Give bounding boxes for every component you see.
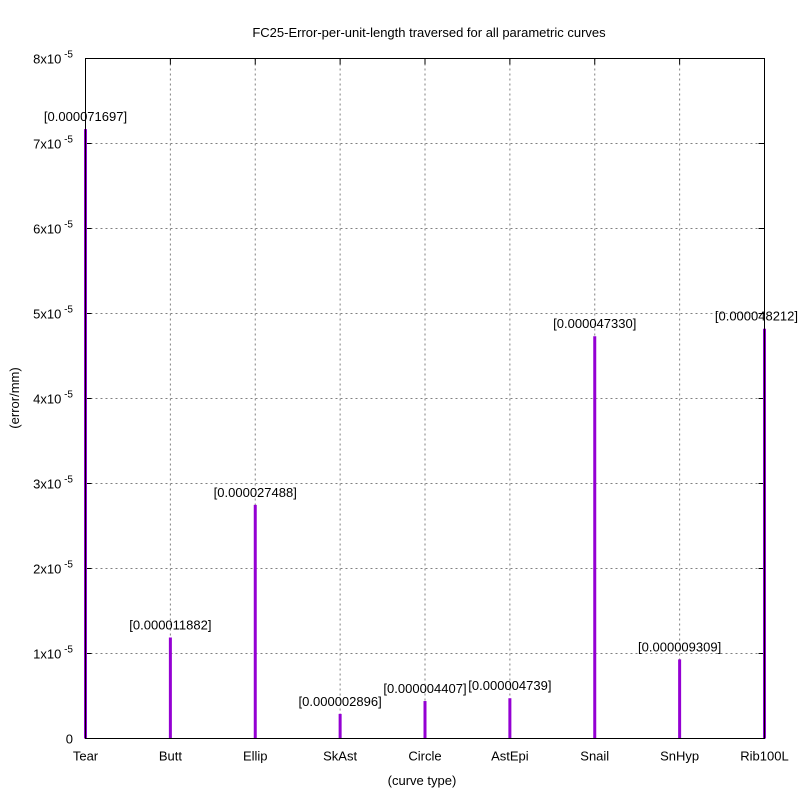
data-label: [0.000048212] [715, 309, 798, 324]
x-tick-label: SnHyp [660, 749, 699, 764]
x-tick-label: Rib100L [740, 749, 788, 764]
y-tick-label: 8x10 -5 [33, 50, 73, 67]
y-tick-label: 3x10 -5 [33, 475, 73, 492]
data-label: [0.000004407] [383, 681, 466, 696]
data-label: [0.000004739] [468, 678, 551, 693]
y-tick-label: 7x10 -5 [33, 135, 73, 152]
x-axis-label: (curve type) [388, 773, 457, 788]
y-tick-label: 5x10 -5 [33, 305, 73, 322]
y-axis: 0 1x10 -5 2x10 -5 3x10 -5 4x10 -5 5x10 -5 6x10… [33, 50, 765, 747]
data-label: [0.000011882] [129, 618, 211, 633]
x-axis: Tear Butt Ellip SkAst Circle AstEpi Snail SnHyp… [73, 58, 789, 764]
x-tick-label: AstEpi [491, 749, 529, 764]
plot-frame [85, 58, 765, 739]
y-tick-label: 6x10 -5 [33, 220, 73, 237]
x-tick-label: Ellip [243, 749, 268, 764]
x-tick-label: Circle [408, 749, 441, 764]
grid [85, 58, 765, 739]
data-labels: [0.000071697][0.000011882][0.000027488][… [44, 109, 798, 709]
y-axis-label: (error/mm) [7, 367, 22, 428]
x-tick-label: Snail [580, 749, 609, 764]
y-tick-label: 4x10 -5 [33, 390, 73, 407]
y-tick-label: 2x10 -5 [33, 560, 73, 577]
chart-title: FC25-Error-per-unit-length traversed for… [252, 25, 606, 40]
data-label: [0.000002896] [299, 694, 382, 709]
y-tick-label: 1x10 -5 [33, 645, 73, 662]
x-tick-label: SkAst [323, 749, 357, 764]
x-tick-label: Tear [73, 749, 99, 764]
data-label: [0.000047330] [553, 316, 636, 331]
y-tick-label: 0 [66, 732, 73, 747]
data-label: [0.000009309] [638, 639, 721, 654]
data-label: [0.000027488] [214, 485, 297, 500]
x-tick-label: Butt [159, 749, 183, 764]
